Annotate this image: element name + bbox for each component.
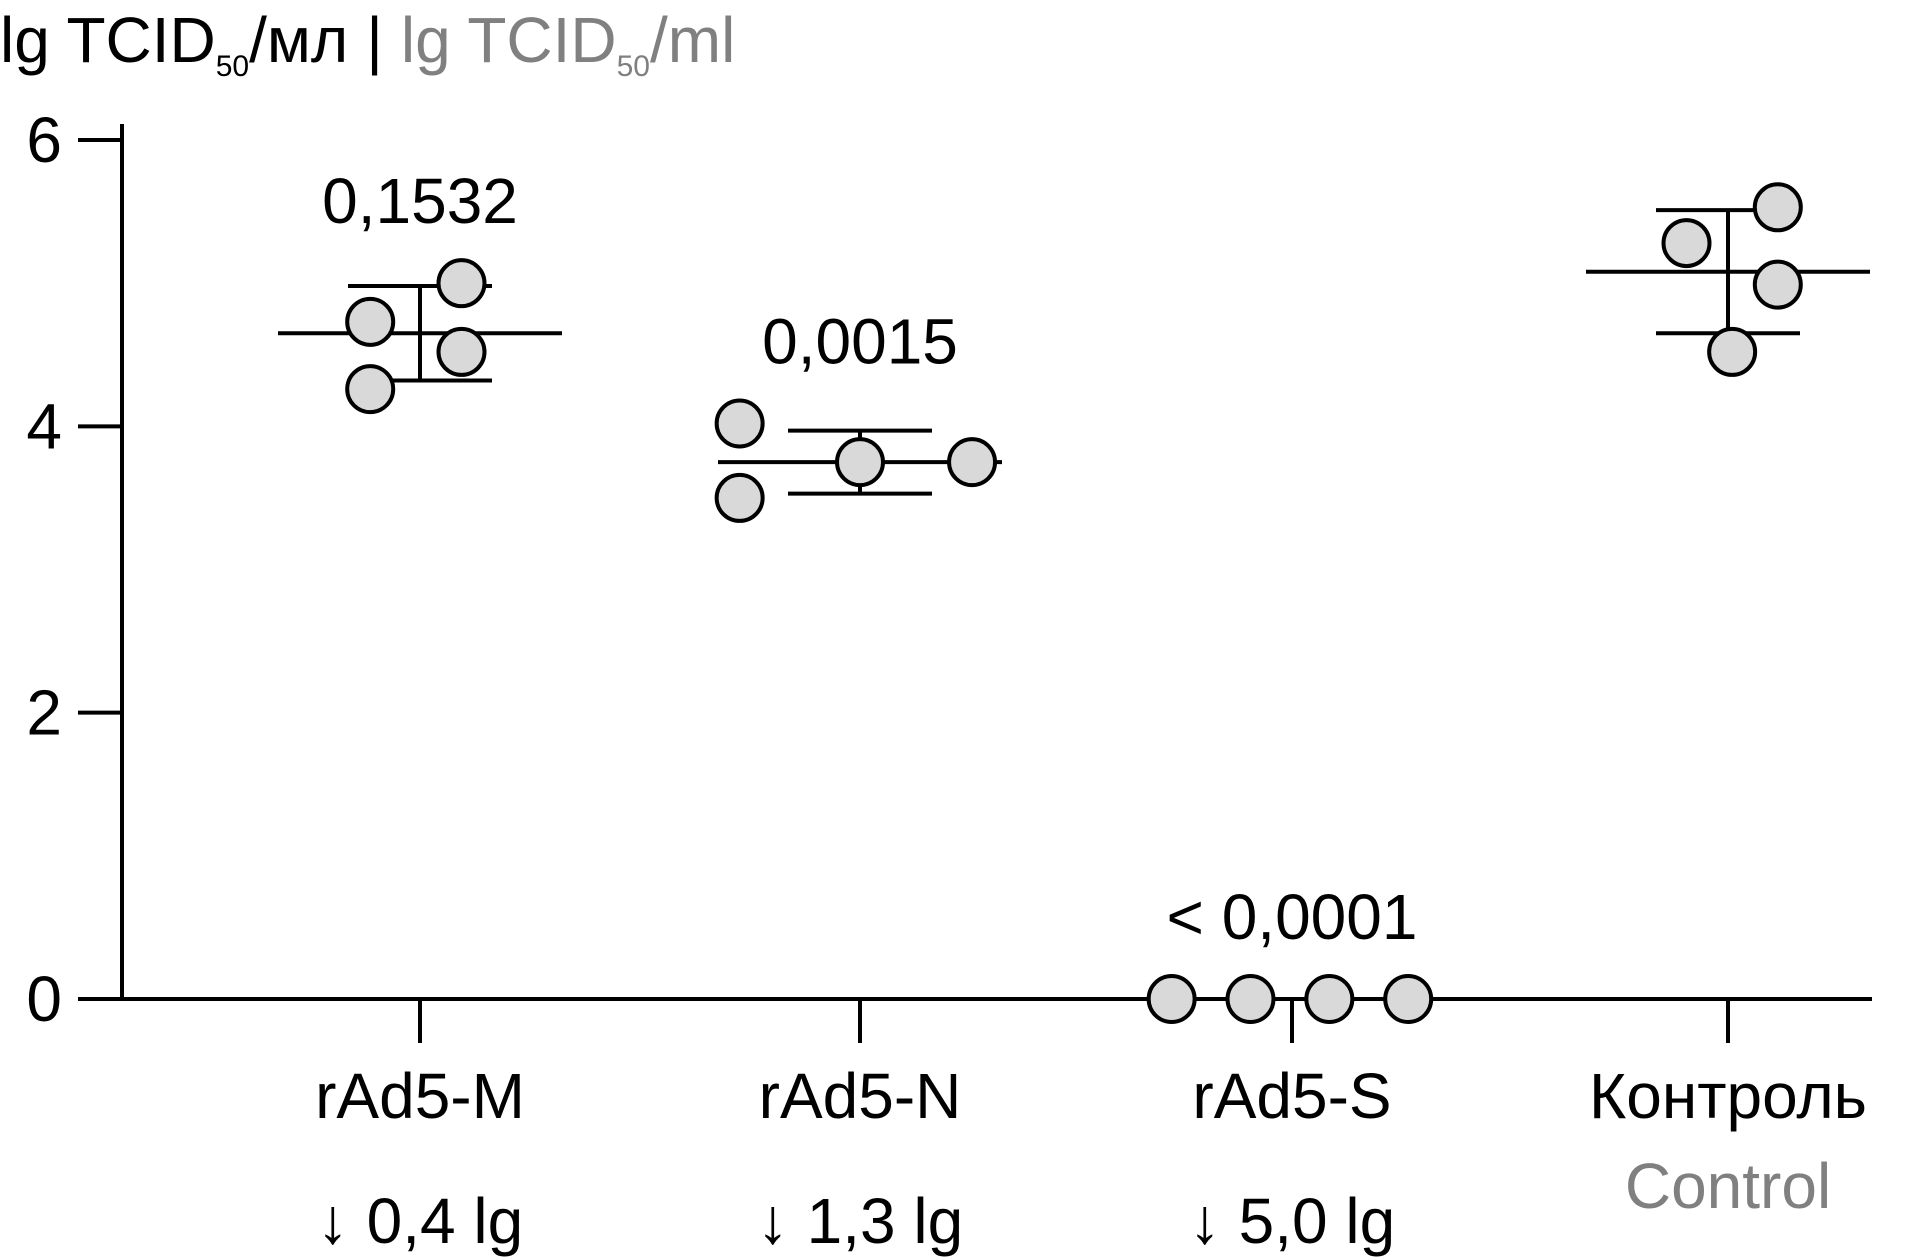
x-tick-label-en-контроль: Control xyxy=(1625,1150,1831,1222)
data-point-rad5-s-4 xyxy=(1383,974,1434,1024)
data-point-rad5-n-4 xyxy=(947,437,998,488)
y-tick-label-2: 2 xyxy=(26,677,62,749)
reduction-label-rad5-m: ↓ 0,4 lg xyxy=(317,1185,523,1257)
p-value-rad5-m: 0,1532 xyxy=(322,165,518,237)
y-axis-title: lg TCID50/мл | lg TCID50/ml xyxy=(0,4,735,83)
reduction-label-rad5-n: ↓ 1,3 lg xyxy=(757,1185,963,1257)
x-tick-label-rad5-n: rAd5-N xyxy=(759,1060,962,1132)
y-axis-title-ru-unit: /мл xyxy=(249,4,348,76)
y-axis-title-separator: | xyxy=(366,4,383,76)
data-point-rad5-n-1 xyxy=(714,398,765,449)
p-value-rad5-n: 0,0015 xyxy=(762,305,958,377)
y-tick-label-4: 4 xyxy=(26,390,62,462)
data-point-rad5-s-1 xyxy=(1146,974,1197,1024)
y-axis-title-en-unit: /ml xyxy=(650,4,735,76)
data-point-rad5-m-2 xyxy=(345,364,396,415)
data-point-rad5-m-4 xyxy=(436,326,487,377)
data-point-контроль-2 xyxy=(1752,182,1803,233)
y-tick-label-0: 0 xyxy=(26,963,62,1035)
x-tick-label-контроль: Контроль xyxy=(1589,1060,1867,1132)
data-point-rad5-s-3 xyxy=(1304,974,1355,1024)
data-point-контроль-3 xyxy=(1752,259,1803,310)
chart-marks: 0,1532 0,0015 < 0,0001 xyxy=(278,165,1870,1024)
data-point-контроль-1 xyxy=(1661,218,1712,269)
data-point-rad5-n-2 xyxy=(714,472,765,523)
y-axis-title-ru-prefix: lg TCID xyxy=(0,4,216,76)
reduction-label-rad5-s: ↓ 5,0 lg xyxy=(1189,1185,1395,1257)
p-value-rad5-s: < 0,0001 xyxy=(1167,881,1418,953)
y-axis-title-en-prefix: lg TCID xyxy=(401,4,617,76)
y-tick-label-6: 6 xyxy=(26,104,62,176)
x-tick-label-rad5-s: rAd5-S xyxy=(1192,1060,1391,1132)
data-point-контроль-4 xyxy=(1707,326,1758,377)
data-point-rad5-n-3 xyxy=(835,437,885,488)
y-axis-title-en-subscript: 50 xyxy=(617,50,650,83)
axes: 0 2 4 6 rAd5-M ↓ 0,4 lg rAd5-N ↓ 1,3 lg rAd5-S ↓ … xyxy=(26,104,1872,1257)
data-point-rad5-m-1 xyxy=(345,296,396,347)
data-point-rad5-s-2 xyxy=(1225,974,1276,1024)
y-axis-title-ru-subscript: 50 xyxy=(216,50,249,83)
x-tick-label-rad5-m: rAd5-M xyxy=(315,1060,525,1132)
data-point-rad5-m-3 xyxy=(436,258,487,309)
